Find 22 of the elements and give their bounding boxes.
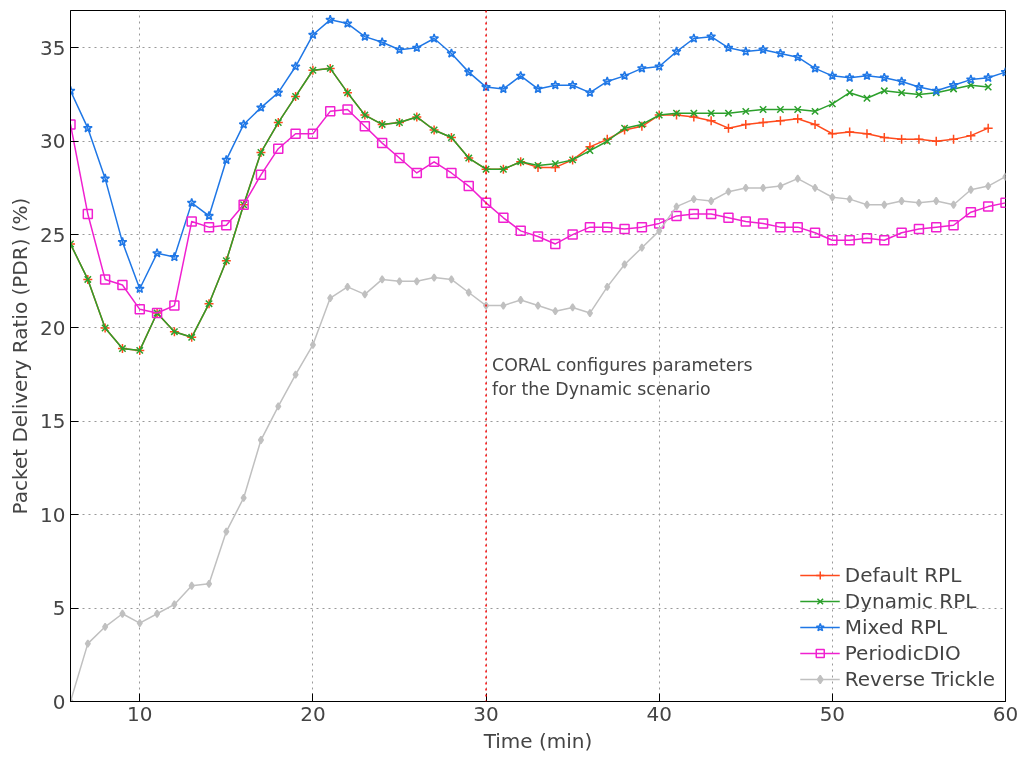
legend-label: PeriodicDIO — [844, 641, 961, 665]
x-axis-title: Time (min) — [482, 728, 593, 753]
y-tick-label: 5 — [52, 596, 66, 621]
legend-label: Default RPL — [844, 563, 962, 587]
y-tick-label: 15 — [40, 409, 66, 434]
x-tick-label: 30 — [473, 701, 499, 726]
x-tick-label: 60 — [992, 701, 1019, 726]
y-tick-label: 35 — [40, 35, 66, 60]
legend-label: Reverse Trickle — [844, 667, 995, 691]
y-tick-label: 25 — [40, 222, 66, 247]
y-tick-label: 30 — [40, 129, 66, 154]
legend-label: Dynamic RPL — [844, 589, 977, 613]
y-axis-title: Packet Delivery Ratio (PDR) (%) — [8, 197, 33, 515]
x-tick-label: 10 — [127, 701, 153, 726]
x-tick-label: 20 — [300, 701, 326, 726]
x-tick-label: 50 — [819, 701, 846, 726]
y-tick-label: 0 — [52, 689, 66, 714]
annotation: CORAL configures parameters for the Dynamic scenario — [492, 354, 753, 399]
legend-label: Mixed RPL — [844, 615, 948, 639]
x-tick-label: 40 — [646, 701, 672, 726]
y-tick-label: 10 — [40, 502, 66, 527]
y-tick-label: 20 — [40, 315, 66, 340]
